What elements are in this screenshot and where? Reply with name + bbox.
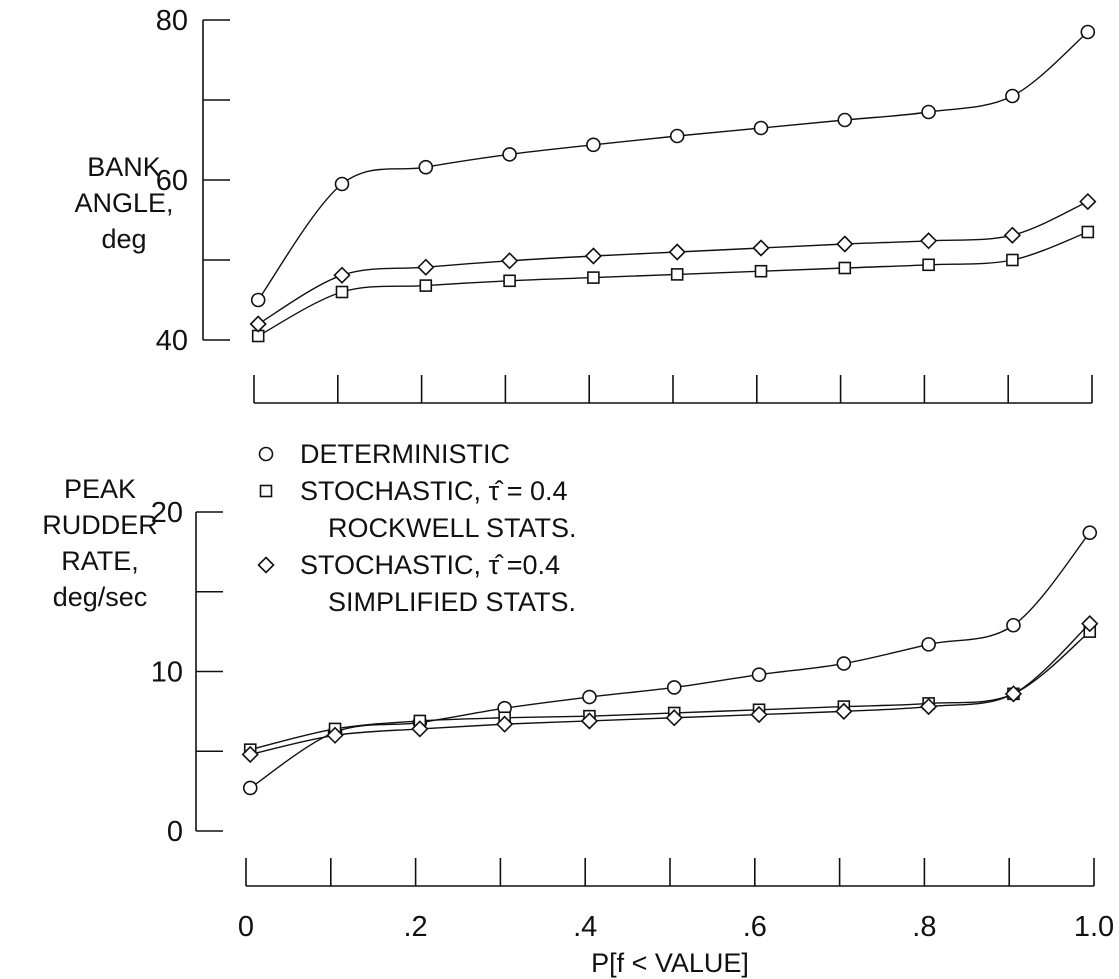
legend-label: STOCHASTIC, τ̂ =0.4	[300, 550, 560, 580]
rudder-rate-point-circle	[582, 689, 597, 705]
bank-angle-point-circle	[586, 137, 601, 153]
rudder-rate-point-diamond	[411, 720, 429, 738]
legend-marker-diamond	[257, 556, 275, 574]
bank-angle-point-circle	[334, 176, 350, 192]
bank-angle-point-diamond	[417, 258, 435, 276]
bank-angle-point-circle	[502, 147, 517, 162]
rudder-rate-point-diamond	[496, 715, 514, 733]
bank-angle-y-axis-label: ANGLE,	[74, 188, 173, 218]
bank-angle-y-tick-label: 60	[156, 165, 188, 197]
legend: DETERMINISTIC STOCHASTIC, τ̂ = 0.4 ROCKWEL…	[257, 439, 577, 617]
bank-angle-series-line-diamond	[257, 200, 1089, 325]
rudder-rate-point-diamond	[750, 705, 768, 724]
rudder-rate-point-circle	[751, 667, 767, 682]
x-tick-label: .2	[404, 911, 428, 943]
bank-angle-point-circle	[1005, 88, 1020, 104]
bank-angle-point-diamond	[249, 315, 267, 333]
rudder-rate-point-diamond	[835, 702, 853, 721]
bank-angle-panel: 40 60 80 BANK ANGLE, deg	[74, 5, 1097, 404]
rudder-rate-point-circle	[666, 680, 682, 695]
legend-label: SIMPLIFIED STATS.	[328, 587, 576, 617]
rudder-rate-point-diamond	[1081, 615, 1099, 633]
rudder-rate-y-axis-label: RUDDER	[42, 510, 158, 540]
bank-angle-series-line-circle	[257, 31, 1089, 301]
bank-angle-point-diamond	[1079, 192, 1097, 211]
rudder-rate-y-tick-label: 0	[167, 816, 183, 848]
x-tick-label: 0	[238, 911, 254, 943]
rudder-rate-point-circle	[1082, 525, 1098, 541]
rudder-rate-point-circle	[1006, 617, 1021, 633]
bank-angle-point-square	[670, 268, 684, 281]
x-axis-label: P[f < VALUE]	[591, 948, 749, 978]
bank-angle-point-diamond	[752, 239, 770, 257]
rudder-rate-point-diamond	[580, 712, 599, 730]
bank-angle-point-square	[1006, 253, 1019, 267]
legend-marker-square	[259, 484, 273, 498]
bank-angle-point-circle	[837, 112, 853, 128]
legend-label: STOCHASTIC, τ̂ = 0.4	[300, 476, 568, 506]
bank-angle-point-circle	[753, 120, 769, 136]
rudder-rate-point-circle	[921, 637, 936, 652]
bank-angle-point-square	[587, 271, 600, 284]
bank-angle-point-circle	[921, 104, 936, 120]
bank-angle-y-tick-label: 80	[156, 5, 188, 37]
bank-angle-point-diamond	[668, 243, 686, 261]
rudder-rate-point-circle	[836, 656, 852, 671]
bank-angle-point-diamond	[1003, 226, 1022, 244]
x-tick-label: .4	[573, 911, 597, 943]
bank-angle-y-axis-label: BANK	[87, 152, 161, 182]
x-tick-label: 1.0	[1074, 911, 1114, 943]
legend-label: DETERMINISTIC	[300, 439, 510, 469]
bank-angle-point-diamond	[333, 266, 351, 284]
legend-marker-circle	[258, 446, 274, 462]
rudder-rate-point-diamond	[665, 709, 683, 727]
bank-angle-point-square	[419, 279, 433, 292]
bank-angle-y-tick-label: 40	[156, 325, 188, 357]
rudder-rate-y-tick-label: 10	[151, 657, 183, 689]
rudder-rate-point-diamond	[241, 745, 259, 764]
rudder-rate-point-circle	[242, 780, 258, 796]
bank-angle-point-diamond	[584, 247, 603, 265]
rudder-rate-y-axis-label: deg/sec	[53, 582, 148, 612]
bank-angle-point-circle	[669, 128, 685, 144]
bank-angle-point-circle	[1080, 24, 1096, 40]
rudder-rate-point-diamond	[1004, 685, 1023, 703]
legend-label: ROCKWELL STATS.	[328, 513, 577, 543]
bank-angle-point-square	[335, 285, 349, 299]
bank-angle-point-square	[1081, 225, 1095, 239]
bank-angle-y-axis-label: deg	[101, 224, 146, 254]
x-tick-label: .6	[743, 911, 767, 943]
bank-angle-point-square	[503, 274, 516, 288]
rudder-rate-y-axis-label: PEAK	[64, 474, 136, 504]
bank-angle-point-diamond	[836, 235, 854, 253]
bank-angle-point-square	[754, 264, 768, 278]
bank-angle-point-circle	[250, 292, 266, 308]
bank-angle-point-circle	[418, 159, 434, 175]
bank-angle-point-square	[838, 261, 852, 275]
rudder-rate-y-axis-label: RATE,	[61, 546, 139, 576]
x-tick-label: .8	[912, 911, 936, 943]
rudder-rate-point-diamond	[326, 726, 344, 744]
bank-angle-point-diamond	[919, 232, 938, 250]
rudder-rate-y-tick-label: 20	[151, 497, 183, 529]
peak-rudder-rate-panel: 0 10 20 0 .2 .4 .6 .8 1.0 P[f < VALUE] PEAK RUDDER R…	[42, 474, 1114, 978]
rudder-rate-point-diamond	[920, 697, 938, 716]
bank-angle-point-square	[922, 258, 935, 272]
bank-angle-point-diamond	[500, 252, 519, 270]
